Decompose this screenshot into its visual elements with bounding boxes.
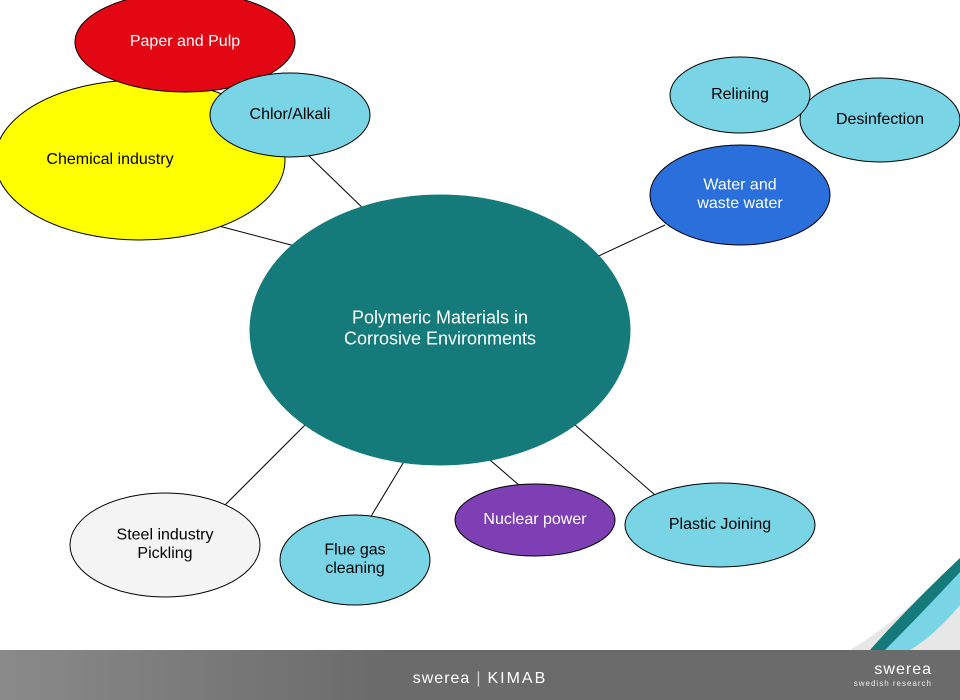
edge-nuclear-center: [490, 460, 520, 486]
node-label-paper_pulp: Paper and Pulp: [130, 33, 240, 50]
edge-steel-center: [225, 420, 310, 505]
footer-right-sub: swedish research: [854, 680, 932, 688]
node-desinfection: Desinfection: [800, 78, 960, 162]
node-nuclear: Nuclear power: [455, 484, 615, 556]
footer-brand-right: swerea swedish research: [854, 662, 932, 688]
edge-plastic-center: [575, 425, 655, 495]
node-label-desinfection: Desinfection: [836, 111, 924, 128]
footer-bar: swerea|KIMAB swerea swedish research: [0, 650, 960, 700]
footer-center-bold: KIMAB: [487, 670, 547, 687]
node-relining: Relining: [670, 57, 810, 133]
node-label-chlor: Chlor/Alkali: [250, 106, 331, 123]
footer-right-main: swerea: [874, 661, 932, 678]
footer-center-light: swerea: [413, 670, 471, 687]
network-diagram: Chemical industry Paper and Pulp Chlor/Alk…: [0, 0, 960, 640]
node-chlor: Chlor/Alkali: [210, 73, 370, 157]
node-label-center: Polymeric Materials inCorrosive Environm…: [344, 308, 536, 349]
node-label-chemical: Chemical industry: [46, 151, 173, 168]
node-label-plastic: Plastic Joining: [669, 516, 771, 533]
node-steel: Steel industryPickling: [70, 493, 260, 597]
footer-brand-center: swerea|KIMAB: [413, 670, 548, 688]
node-label-nuclear: Nuclear power: [483, 511, 587, 528]
node-plastic: Plastic Joining: [625, 483, 815, 567]
node-center: Polymeric Materials inCorrosive Environm…: [250, 195, 630, 465]
node-flue: Flue gascleaning: [280, 515, 430, 605]
node-label-flue: Flue gascleaning: [324, 541, 385, 576]
node-water: Water andwaste water: [650, 145, 830, 245]
edge-flue-center: [370, 460, 405, 518]
edge-chlor-center: [308, 155, 370, 215]
edge-water-center: [590, 225, 665, 260]
node-label-relining: Relining: [711, 86, 769, 103]
node-label-water: Water andwaste water: [696, 176, 783, 211]
